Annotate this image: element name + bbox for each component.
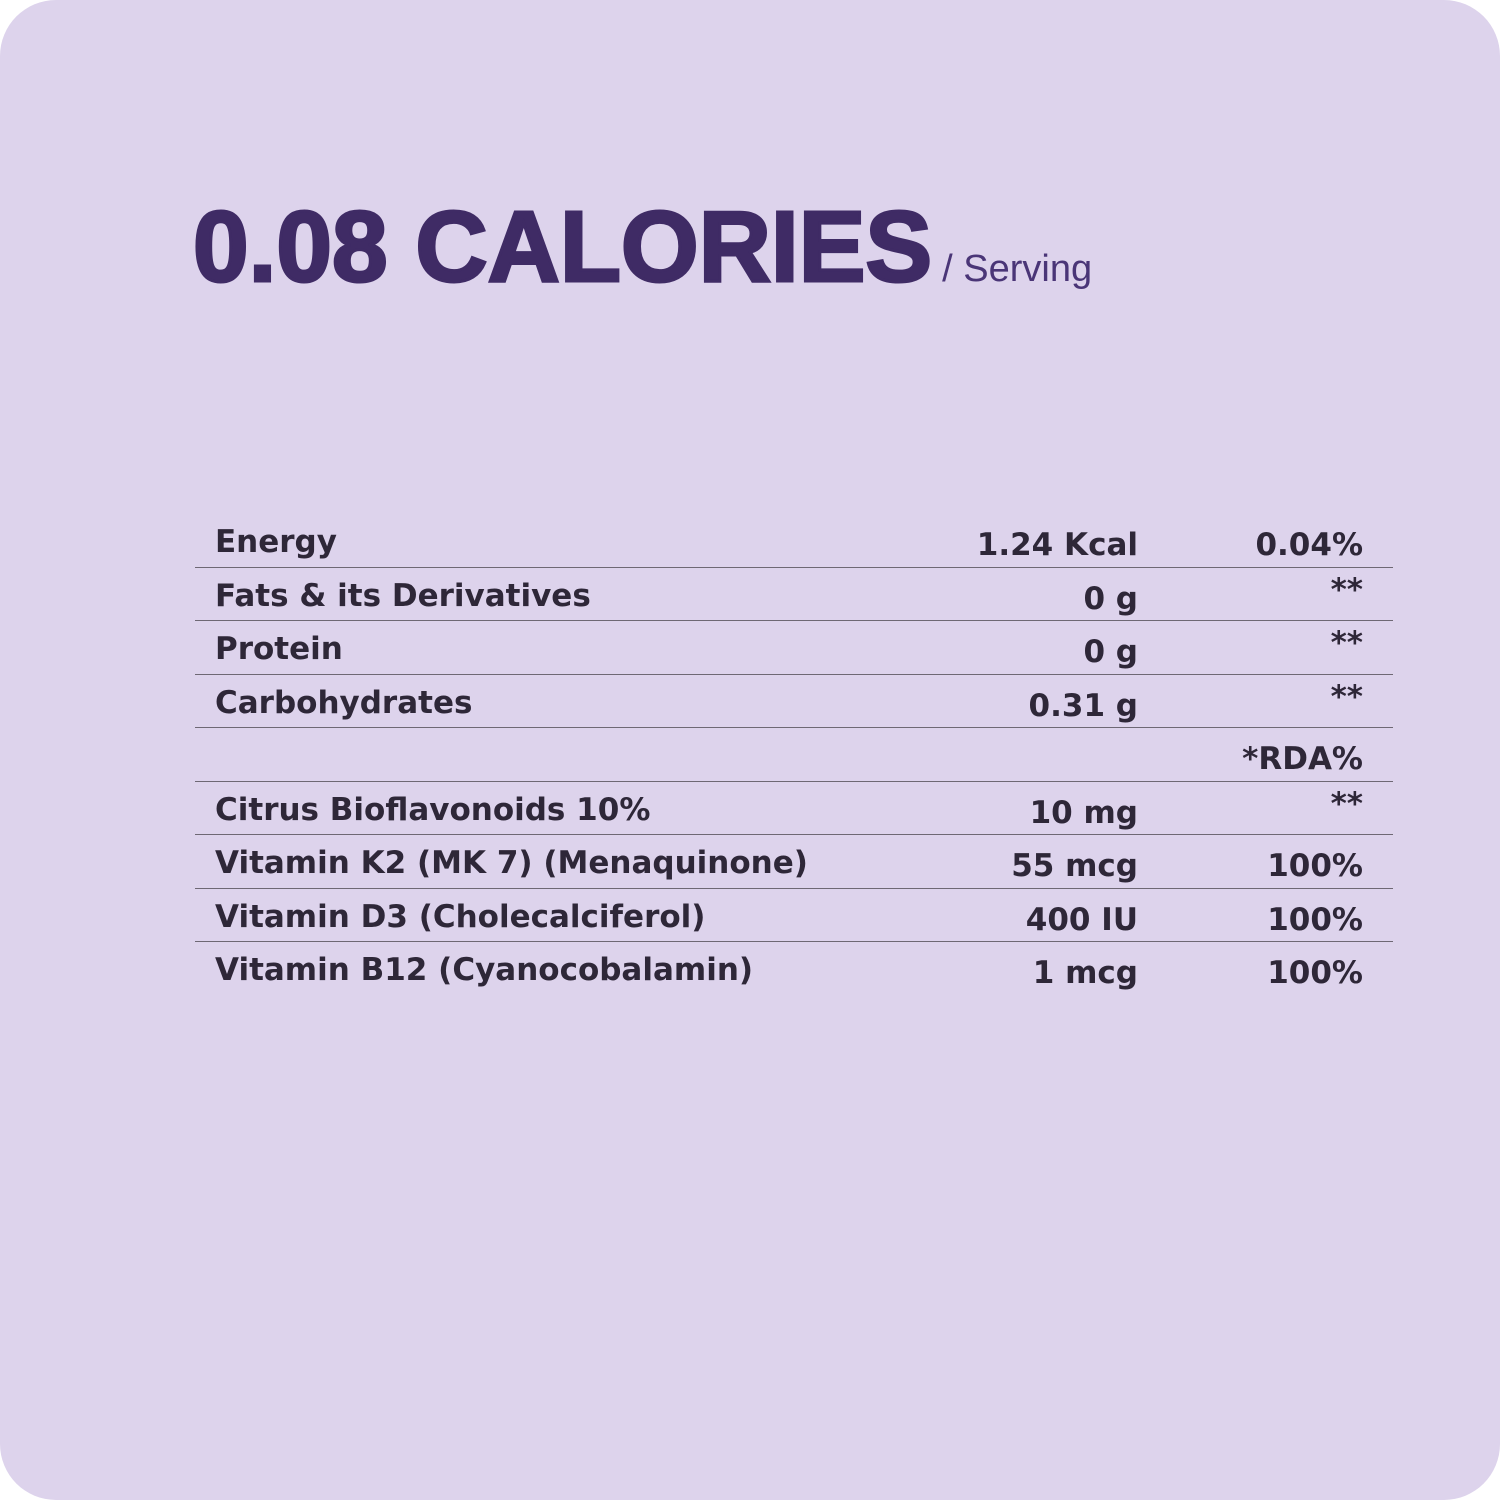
nutrient-amount: 400 IU	[1025, 901, 1138, 938]
nutrient-amount: 1 mcg	[1032, 955, 1138, 991]
nutrient-rda: 100%	[1267, 955, 1363, 991]
nutrient-rda: **	[1330, 571, 1363, 608]
nutrient-name: Energy	[215, 524, 337, 560]
table-row: Fats & its Derivatives 0 g **	[195, 568, 1393, 621]
nutrient-amount: 10 mg	[1029, 794, 1138, 831]
table-row: Carbohydrates 0.31 g **	[195, 675, 1393, 728]
nutrient-name: Vitamin D3 (Cholecalciferol)	[215, 898, 706, 935]
nutrient-name: Protein	[215, 631, 343, 667]
table-row: Citrus Bioflavonoids 10% 10 mg **	[195, 782, 1393, 835]
nutrient-rda: 100%	[1267, 901, 1363, 938]
nutrition-table: Energy 1.24 Kcal 0.04% Fats & its Deriva…	[195, 514, 1393, 995]
nutrient-name: Fats & its Derivatives	[215, 577, 591, 614]
table-row: Vitamin B12 (Cyanocobalamin) 1 mcg 100%	[195, 942, 1393, 995]
nutrient-amount: 0 g	[1083, 580, 1138, 617]
nutrient-amount: 0.31 g	[1028, 687, 1138, 724]
nutrient-name: Citrus Bioflavonoids 10%	[215, 791, 651, 828]
nutrient-rda: **	[1330, 625, 1363, 661]
calories-headline: 0.08 CALORIES / Serving	[191, 188, 1093, 306]
nutrient-amount: 55 mcg	[1011, 848, 1138, 884]
nutrient-rda: **	[1330, 678, 1363, 715]
nutrient-name: Carbohydrates	[215, 684, 473, 721]
nutrient-name: Vitamin B12 (Cyanocobalamin)	[215, 952, 754, 988]
rda-header-row: *RDA%	[195, 728, 1393, 782]
nutrient-amount: 0 g	[1083, 634, 1138, 670]
nutrient-rda: 100%	[1267, 848, 1363, 884]
serving-unit: / Serving	[942, 248, 1093, 290]
rda-header: *RDA%	[1242, 741, 1363, 777]
table-row: Protein 0 g **	[195, 621, 1393, 675]
table-row: Vitamin K2 (MK 7) (Menaquinone) 55 mcg 1…	[195, 835, 1393, 889]
nutrient-name: Vitamin K2 (MK 7) (Menaquinone)	[215, 845, 808, 881]
nutrient-rda: 0.04%	[1255, 527, 1363, 563]
table-row: Energy 1.24 Kcal 0.04%	[195, 514, 1393, 568]
calories-value: 0.08 CALORIES	[191, 190, 933, 305]
table-row: Vitamin D3 (Cholecalciferol) 400 IU 100%	[195, 889, 1393, 942]
nutrient-rda: **	[1330, 785, 1363, 822]
nutrient-amount: 1.24 Kcal	[976, 527, 1138, 563]
